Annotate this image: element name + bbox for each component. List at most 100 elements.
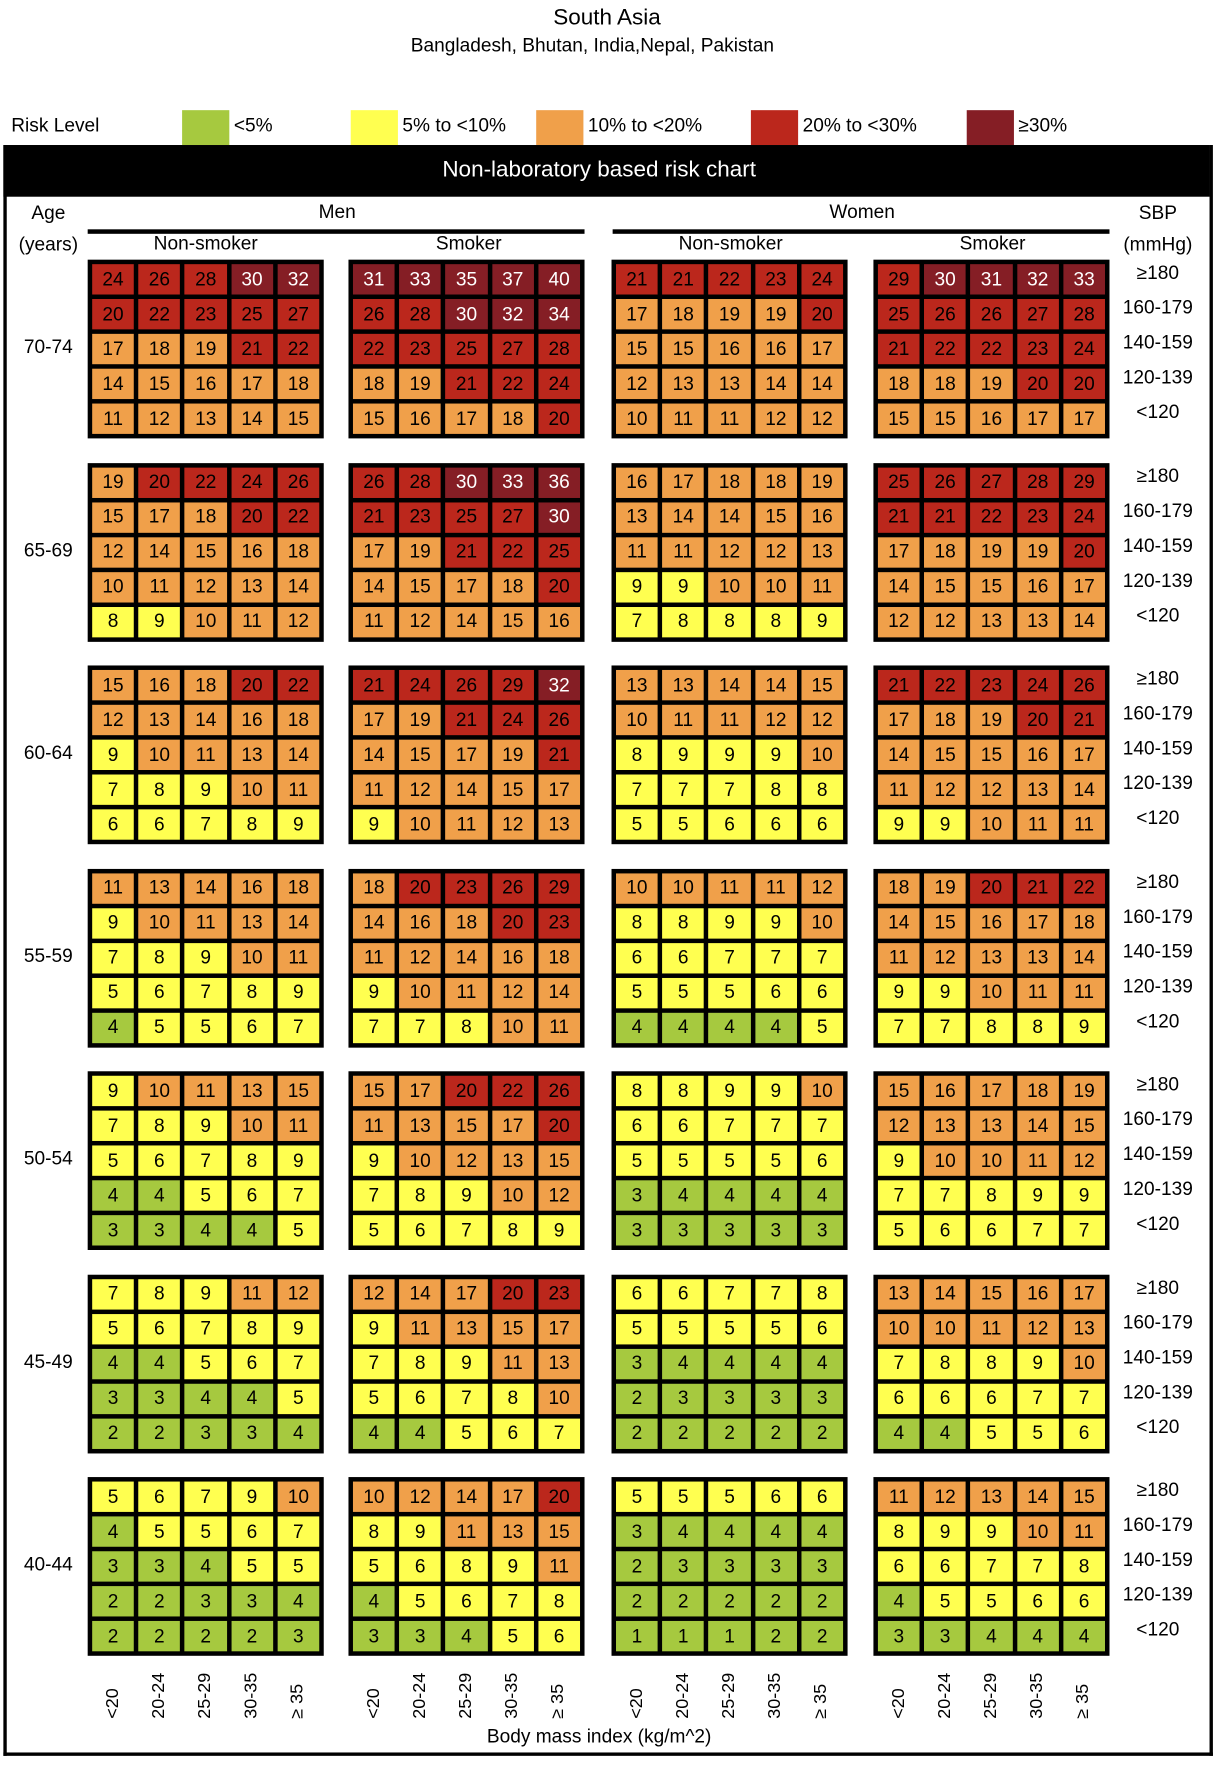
risk-cell: 17 [538,1313,581,1344]
sbp-label: 140-159 [1122,534,1193,556]
risk-cell: 20 [538,571,581,602]
risk-cell: 22 [970,501,1013,533]
sbp-label: 120-139 [1122,772,1193,794]
risk-cell: 10 [877,1313,920,1344]
risk-cell: 3 [662,1551,705,1582]
risk-cell: 18 [924,704,967,736]
age-group-label: 65-69 [23,539,73,561]
risk-cell: 7 [1063,1383,1105,1414]
risk-cell: 13 [877,1278,920,1310]
risk-cell: 2 [616,1551,658,1582]
risk-cell: 6 [877,1551,920,1582]
risk-cell: 14 [1016,1481,1059,1512]
risk-cell: 6 [970,1383,1013,1414]
legend-swatch [536,110,584,146]
risk-cell: 12 [877,1110,920,1141]
risk-cell: 12 [754,403,797,434]
risk-cell: 17 [491,1481,534,1512]
risk-cell: 7 [92,774,134,805]
risk-cell: 4 [801,1516,844,1547]
risk-cell: 17 [445,739,488,771]
risk-cell: 9 [92,1075,134,1107]
risk-cell: 29 [877,264,920,295]
risk-cell: 20 [970,872,1013,904]
risk-cell: 18 [1016,1075,1059,1107]
sbp-label: ≥180 [1136,464,1180,487]
risk-cell: 15 [970,739,1013,771]
risk-cell: 16 [616,467,658,498]
age-group-label: 70-74 [23,336,73,358]
risk-cell: 7 [616,774,658,805]
risk-cell: 11 [708,704,751,736]
risk-cell: 3 [754,1383,797,1414]
risk-cell: 12 [801,403,844,434]
risk-cell: 5 [277,1551,320,1582]
risk-cell: 6 [231,1180,273,1211]
risk-cell: 10 [92,571,134,602]
risk-cell: 6 [538,1620,581,1652]
risk-cell: 3 [277,1620,320,1652]
risk-cell: 8 [1063,1551,1105,1582]
sbp-label: ≥180 [1136,1276,1180,1298]
risk-cell: 5 [92,977,134,1008]
risk-cell: 10 [231,1110,273,1141]
risk-grid-men-nonsmoker: 5 6 7 9 10 4 5 5 6 7 3 3 4 5 5 2 2 3 3 4 2 2 2 2 3 [87,1477,324,1656]
risk-cell: 9 [662,739,705,771]
risk-cell: 7 [277,1348,320,1379]
risk-cell: 17 [1063,403,1105,434]
risk-cell: 4 [445,1620,488,1652]
risk-cell: 11 [277,942,320,973]
risk-cell: 11 [1016,1145,1059,1176]
risk-cell: 19 [1063,1075,1105,1107]
age-unit: (years) [18,233,79,256]
risk-cell: 9 [399,1516,442,1547]
risk-cell: 13 [970,942,1013,973]
risk-cell: 14 [352,571,395,602]
risk-cell: 26 [538,704,581,736]
sbp-label: <120 [1136,1010,1180,1032]
risk-cell: 17 [616,299,658,330]
risk-cell: 6 [616,1278,658,1310]
sbp-unit: (mmHg) [1123,233,1193,256]
risk-cell: 11 [491,1348,534,1379]
risk-cell: 11 [92,872,134,904]
risk-cell: 5 [708,1481,751,1512]
risk-cell: 6 [138,977,181,1008]
risk-cell: 30 [538,501,581,533]
risk-cell: 4 [708,1012,751,1043]
risk-cell: 18 [352,872,395,904]
risk-cell: 11 [1063,1516,1105,1547]
risk-cell: 11 [399,1313,442,1344]
risk-cell: 10 [616,872,658,904]
risk-cell: 27 [970,467,1013,498]
risk-grid-men-smoker: 21 24 26 29 32 17 19 21 24 26 14 15 17 19 21 11 12 14 15 17… [348,665,585,845]
risk-cell: 11 [184,739,227,771]
risk-cell: 12 [924,774,967,805]
risk-cell: 3 [877,1620,920,1652]
risk-cell: 8 [924,1348,967,1379]
risk-cell: 11 [445,1516,488,1547]
age-group-label: 55-59 [23,944,73,967]
risk-cell: 34 [538,299,581,330]
risk-cell: 11 [708,403,751,434]
risk-cell: 9 [277,977,320,1008]
risk-cell: 15 [801,669,844,701]
risk-cell: 4 [801,1180,844,1211]
risk-cell: 15 [399,571,442,602]
risk-cell: 3 [92,1383,134,1414]
risk-cell: 6 [1063,1586,1105,1617]
risk-cell: 3 [399,1620,442,1652]
risk-cell: 9 [184,1110,227,1141]
sbp-label: <120 [1136,807,1180,829]
risk-cell: 13 [1016,942,1059,973]
risk-cell: 22 [708,264,751,295]
risk-cell: 14 [445,942,488,973]
risk-cell: 14 [92,368,134,400]
risk-cell: 12 [924,942,967,973]
risk-cell: 11 [877,1481,920,1512]
risk-cell: 9 [1016,1348,1059,1379]
risk-cell: 9 [877,977,920,1008]
sbp-label: ≥180 [1136,667,1180,690]
risk-cell: 4 [754,1516,797,1547]
risk-cell: 22 [138,299,181,330]
